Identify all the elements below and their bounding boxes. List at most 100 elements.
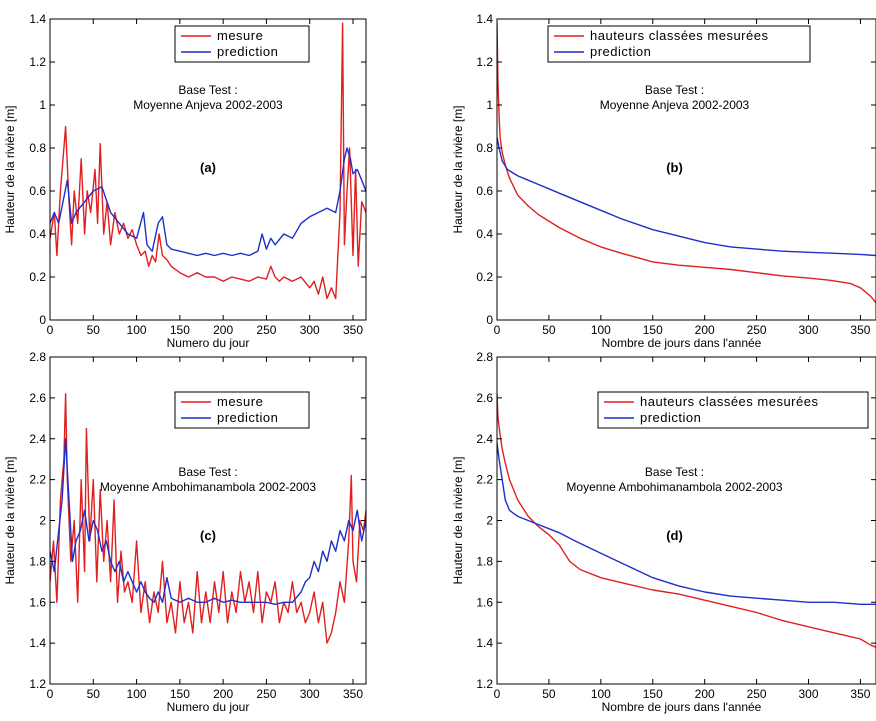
x-tick-label: 50	[87, 323, 101, 337]
axes-box	[496, 18, 876, 321]
x-tick-label: 350	[343, 687, 363, 701]
series-line-c-mesure	[50, 393, 366, 644]
axes-box	[49, 18, 367, 321]
x-tick-label: 50	[542, 323, 556, 337]
y-tick-label: 1.2	[476, 677, 493, 691]
y-tick-label: 1.4	[476, 636, 493, 650]
x-tick-label: 350	[850, 687, 870, 701]
y-tick-label: 1.6	[476, 595, 493, 609]
legend-label: prediction	[640, 410, 701, 425]
series-line-a-prediction	[50, 147, 366, 257]
y-tick-label: 0.6	[29, 184, 46, 198]
y-tick-label: 1.2	[29, 677, 46, 691]
x-tick-label: 0	[494, 687, 501, 701]
x-tick-label: 150	[170, 323, 190, 337]
panel-label: (a)	[200, 160, 216, 175]
legend-label: mesure	[217, 28, 263, 43]
x-tick-label: 100	[591, 687, 611, 701]
x-tick-label: 250	[747, 687, 767, 701]
x-tick-label: 150	[170, 687, 190, 701]
series-line-c-prediction	[50, 438, 366, 605]
y-tick-label: 2.6	[476, 391, 493, 405]
x-tick-label: 300	[798, 687, 818, 701]
y-tick-label: 1.8	[476, 554, 493, 568]
x-tick-label: 100	[127, 323, 147, 337]
y-tick-label: 1.6	[29, 595, 46, 609]
legend-box	[547, 25, 811, 63]
x-tick-label: 200	[213, 687, 233, 701]
legend-box	[174, 25, 310, 63]
y-tick-label: 2.6	[29, 391, 46, 405]
x-tick-label: 350	[850, 323, 870, 337]
legend-label: prediction	[217, 44, 278, 59]
legend-label: mesure	[217, 394, 263, 409]
x-tick-label: 50	[87, 687, 101, 701]
x-tick-label: 150	[643, 323, 663, 337]
x-tick-label: 0	[494, 323, 501, 337]
x-tick-label: 300	[300, 687, 320, 701]
y-tick-label: 1.4	[29, 12, 46, 26]
x-tick-label: 350	[343, 323, 363, 337]
y-tick-label: 0.8	[476, 141, 493, 155]
y-tick-label: 2.4	[29, 432, 46, 446]
series-line-b-mesure	[497, 23, 876, 304]
annotation-text: Base Test :	[178, 465, 237, 479]
y-axis-label: Hauteur de la rivière [m]	[451, 105, 465, 233]
y-tick-label: 0.2	[29, 270, 46, 284]
y-tick-label: 0.4	[476, 227, 493, 241]
legend-label: prediction	[217, 410, 278, 425]
legend-box	[174, 391, 310, 429]
y-tick-label: 0.6	[476, 184, 493, 198]
x-tick-label: 0	[47, 323, 54, 337]
y-axis-label: Hauteur de la rivière [m]	[451, 456, 465, 584]
panel-label: (d)	[666, 528, 683, 543]
panel-c: 0 50 100 150 200 250 300 350 1.2 1.4 1.6 1.8 2 2.2 2.4…	[3, 350, 367, 714]
annotation-text: Base Test :	[178, 83, 237, 97]
y-tick-label: 0	[486, 313, 493, 327]
y-tick-label: 0.4	[29, 227, 46, 241]
x-axis-label: Numero du jour	[167, 336, 250, 350]
y-tick-label: 1.4	[29, 636, 46, 650]
legend-label: hauteurs classées mesurées	[590, 28, 768, 43]
x-tick-label: 100	[591, 323, 611, 337]
series-line-d-mesure	[497, 393, 876, 648]
series-line-a-mesure	[50, 22, 366, 300]
legend-label: hauteurs classées mesurées	[640, 394, 818, 409]
annotation-text: Base Test :	[645, 465, 704, 479]
panel-b: 0 50 100 150 200 250 300 350 0 0.2 0.4 0.6 0.8 1 1.2 1.…	[451, 12, 876, 350]
y-tick-label: 1.8	[29, 554, 46, 568]
y-tick-label: 1	[39, 98, 46, 112]
y-axis-label: Hauteur de la rivière [m]	[3, 456, 17, 584]
y-tick-label: 1.2	[476, 55, 493, 69]
series-line-b-prediction	[497, 137, 876, 257]
legend-box	[597, 391, 869, 429]
y-tick-label: 2	[39, 514, 46, 528]
x-tick-label: 100	[127, 687, 147, 701]
y-tick-label: 1.4	[476, 12, 493, 26]
x-tick-label: 50	[542, 687, 556, 701]
x-tick-label: 150	[643, 687, 663, 701]
annotation-text: Base Test :	[645, 83, 704, 97]
y-tick-label: 2.8	[29, 350, 46, 364]
y-tick-label: 2	[486, 514, 493, 528]
y-tick-label: 0.8	[29, 141, 46, 155]
panel-d: 0 50 100 150 200 250 300 350 1.2 1.4 1.6 1.8 2 2.2 2.4…	[451, 350, 876, 714]
legend-label: prediction	[590, 44, 651, 59]
x-tick-label: 300	[300, 323, 320, 337]
panel-label: (c)	[200, 528, 216, 543]
annotation-text: Moyenne Anjeva 2002-2003	[133, 98, 283, 112]
y-axis-label: Hauteur de la rivière [m]	[3, 105, 17, 233]
y-tick-label: 0.2	[476, 270, 493, 284]
y-tick-label: 0	[39, 313, 46, 327]
x-axis-label: Nombre de jours dans l'année	[602, 336, 762, 350]
y-tick-label: 2.8	[476, 350, 493, 364]
panel-a: 0 50 100 150 200 250 300 350 0 0.2 0.4 0.6 0.8 1 1.2 1.…	[3, 12, 367, 350]
x-tick-label: 250	[747, 323, 767, 337]
y-tick-label: 2.2	[29, 473, 46, 487]
y-tick-label: 1	[486, 98, 493, 112]
panel-label: (b)	[666, 160, 683, 175]
annotation-text: Moyenne Ambohimanambola 2002-2003	[566, 480, 782, 494]
